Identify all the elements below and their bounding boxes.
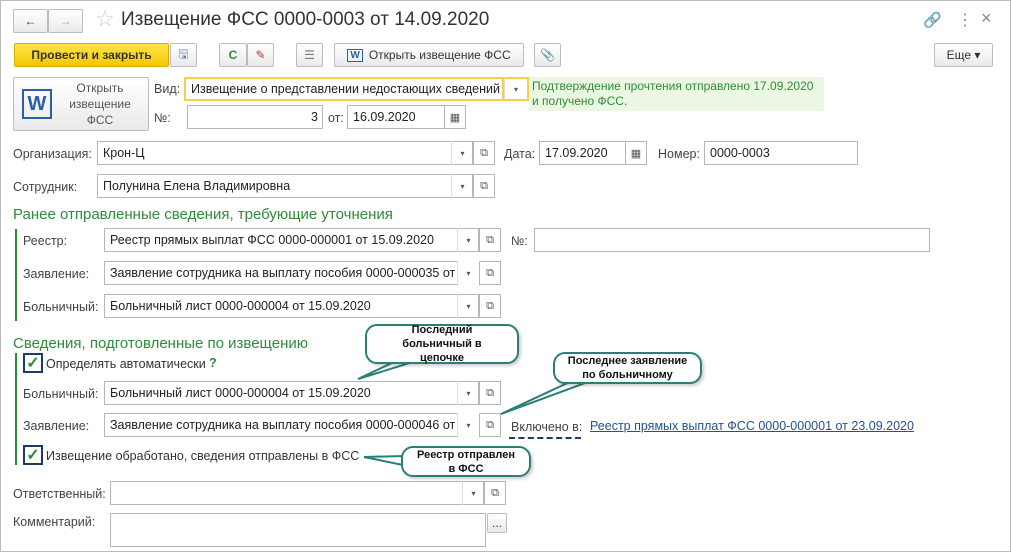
org-field[interactable]: Крон-Ц <box>97 141 473 165</box>
confirmation-note: Подтверждение прочтения отправлено 17.09… <box>529 77 824 111</box>
callout-tail-3 <box>363 454 404 467</box>
comment-field[interactable] <box>110 513 486 547</box>
responsible-field[interactable] <box>110 481 484 505</box>
num-label: №: <box>154 111 171 125</box>
more-button[interactable]: Еще ▾ <box>934 43 993 67</box>
callout-last-application: Последнее заявление по больничному <box>553 352 702 384</box>
date-label: Дата: <box>504 147 536 161</box>
post-and-close-button[interactable]: Провести и закрыть <box>14 43 169 67</box>
link-icon[interactable]: 🔗 <box>923 12 942 29</box>
star-icon[interactable]: ☆ <box>95 6 115 31</box>
responsible-dropdown[interactable]: ▾ <box>462 481 484 505</box>
sick-label: Больничный: <box>23 300 99 314</box>
refresh-button[interactable]: C <box>219 43 247 67</box>
help-icon[interactable]: ? <box>209 356 217 370</box>
word-icon: W <box>22 89 52 119</box>
vid-label: Вид: <box>154 82 181 96</box>
org-dropdown[interactable]: ▾ <box>451 141 473 165</box>
from-label: от: <box>328 111 344 125</box>
sick-dropdown[interactable]: ▾ <box>457 294 479 318</box>
callout-tail-2 <box>500 378 597 415</box>
sick2-field[interactable]: Больничный лист 0000-000004 от 15.09.202… <box>104 381 479 405</box>
callout-registry-sent: Реестр отправлен в ФСС <box>401 446 531 477</box>
more-vertical-icon[interactable]: ⋮ <box>957 12 973 29</box>
vid-dropdown[interactable]: ▾ <box>504 77 529 101</box>
application2-open-icon[interactable]: ⧉ <box>479 413 501 437</box>
application-label: Заявление: <box>23 267 90 281</box>
employee-field[interactable]: Полунина Елена Владимировна <box>97 174 473 198</box>
section1-title: Ранее отправленные сведения, требующие у… <box>13 206 393 223</box>
auto-checkbox[interactable]: ✓ <box>23 353 43 373</box>
application-open-icon[interactable]: ⧉ <box>479 261 501 285</box>
back-button[interactable]: ← <box>13 9 48 33</box>
forward-button[interactable]: → <box>48 9 83 33</box>
open-fss-toolbar-button[interactable]: W Открыть извещение ФСС <box>334 43 524 67</box>
comment-ellipsis-button[interactable]: ... <box>487 513 507 533</box>
document-list-button[interactable]: ☰ <box>296 43 323 67</box>
application-field[interactable]: Заявление сотрудника на выплату пособия … <box>104 261 479 285</box>
list-icon: ☰ <box>304 48 315 62</box>
window-title: Извещение ФСС 0000-0003 от 14.09.2020 <box>121 9 490 30</box>
callout-last-sick: Последний больничный в цепочке <box>365 324 519 364</box>
no-label: №: <box>511 234 528 248</box>
sick-field[interactable]: Больничный лист 0000-000004 от 15.09.202… <box>104 294 479 318</box>
registry-label: Реестр: <box>23 234 68 248</box>
application2-label: Заявление: <box>23 419 90 433</box>
sick-open-icon[interactable]: ⧉ <box>479 294 501 318</box>
calendar-icon[interactable]: ▦ <box>444 105 466 129</box>
word-icon: W <box>347 48 363 62</box>
registry-open-icon[interactable]: ⧉ <box>479 228 501 252</box>
auto-label: Определять автоматически <box>46 357 206 371</box>
attach-button[interactable]: 📎 <box>534 43 561 67</box>
application2-field[interactable]: Заявление сотрудника на выплату пособия … <box>104 413 479 437</box>
comment-label: Комментарий: <box>13 515 96 529</box>
open-fss-big-button[interactable]: W Открыть извещение ФСС <box>13 77 149 131</box>
dashed-underline <box>509 437 581 439</box>
refresh-icon: C <box>228 48 238 62</box>
included-link[interactable]: Реестр прямых выплат ФСС 0000-000001 от … <box>590 419 914 433</box>
num-field[interactable]: 3 <box>187 105 323 129</box>
responsible-open-icon[interactable]: ⧉ <box>484 481 506 505</box>
section2-title: Сведения, подготовленные по извещению <box>13 335 308 352</box>
sick2-label: Больничный: <box>23 387 99 401</box>
save-icon: 🖫 <box>178 46 189 61</box>
edit-cancel-icon: ✎ <box>255 48 266 62</box>
vid-select[interactable]: Извещение о представлении недостающих св… <box>184 77 504 101</box>
org-label: Организация: <box>13 147 92 161</box>
section2-bar <box>15 353 17 465</box>
application2-dropdown[interactable]: ▾ <box>457 413 479 437</box>
date-field[interactable]: 17.09.2020 <box>539 141 626 165</box>
number-label: Номер: <box>658 147 700 161</box>
processed-label: Извещение обработано, сведения отправлен… <box>46 449 360 463</box>
sick2-dropdown[interactable]: ▾ <box>457 381 479 405</box>
calendar-icon[interactable]: ▦ <box>625 141 647 165</box>
processed-checkbox[interactable]: ✓ <box>23 445 43 465</box>
close-icon[interactable]: × <box>981 8 992 28</box>
registry-dropdown[interactable]: ▾ <box>457 228 479 252</box>
number-field[interactable]: 0000-0003 <box>704 141 858 165</box>
sick2-open-icon[interactable]: ⧉ <box>479 381 501 405</box>
application-dropdown[interactable]: ▾ <box>457 261 479 285</box>
org-open-icon[interactable]: ⧉ <box>473 141 495 165</box>
employee-open-icon[interactable]: ⧉ <box>473 174 495 198</box>
save-button[interactable]: 🖫 <box>170 43 197 67</box>
employee-label: Сотрудник: <box>13 180 78 194</box>
registry-field[interactable]: Реестр прямых выплат ФСС 0000-000001 от … <box>104 228 479 252</box>
responsible-label: Ответственный: <box>13 487 106 501</box>
section1-bar <box>15 229 17 321</box>
cancel-posting-button[interactable]: ✎ <box>247 43 274 67</box>
included-label: Включено в: <box>511 420 583 434</box>
employee-dropdown[interactable]: ▾ <box>451 174 473 198</box>
paperclip-icon: 📎 <box>540 48 555 62</box>
no-field[interactable] <box>534 228 930 252</box>
